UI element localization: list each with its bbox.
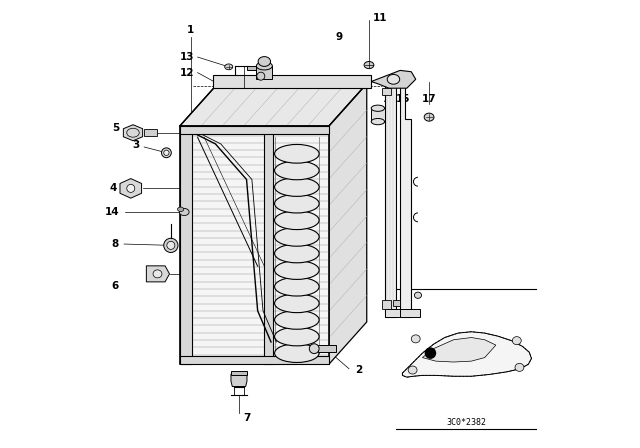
Polygon shape [371,70,416,88]
Ellipse shape [424,113,434,121]
Text: 9: 9 [335,32,342,42]
Polygon shape [264,126,273,364]
Polygon shape [120,179,141,198]
Ellipse shape [177,207,184,211]
Ellipse shape [275,161,319,180]
Ellipse shape [387,74,400,84]
Text: A: A [302,81,309,91]
Polygon shape [246,66,257,70]
Text: 6: 6 [111,281,119,291]
Ellipse shape [275,144,319,163]
Ellipse shape [371,118,385,125]
Polygon shape [371,108,385,121]
Ellipse shape [161,148,172,158]
Polygon shape [180,356,329,364]
Ellipse shape [127,185,135,192]
Ellipse shape [153,270,162,278]
Polygon shape [213,75,371,88]
Ellipse shape [257,72,265,80]
Text: 11: 11 [372,13,387,23]
Ellipse shape [515,363,524,371]
Polygon shape [385,309,404,318]
Ellipse shape [275,261,319,280]
Text: 12: 12 [180,68,195,78]
Ellipse shape [275,244,319,263]
Ellipse shape [275,277,319,296]
Polygon shape [180,126,329,134]
Polygon shape [318,345,337,352]
Ellipse shape [275,178,319,196]
Text: 3: 3 [132,140,140,150]
Circle shape [424,347,436,359]
Ellipse shape [408,366,417,374]
Ellipse shape [167,241,175,250]
Text: 17: 17 [422,95,436,104]
Polygon shape [400,309,420,318]
Polygon shape [382,88,391,95]
Ellipse shape [412,335,420,343]
Polygon shape [231,374,247,387]
Ellipse shape [414,292,422,298]
Ellipse shape [275,327,319,346]
Text: 10: 10 [377,112,392,122]
Polygon shape [382,300,391,309]
Ellipse shape [258,56,271,66]
Text: 3C0*2382: 3C0*2382 [446,418,486,426]
Polygon shape [403,332,531,377]
Ellipse shape [275,310,319,329]
Text: 1: 1 [188,26,195,35]
Ellipse shape [164,150,169,155]
Text: 15: 15 [396,95,411,104]
Polygon shape [394,300,400,306]
Ellipse shape [309,344,319,353]
Text: A: A [278,355,284,365]
Polygon shape [329,84,367,364]
Ellipse shape [513,336,521,345]
Polygon shape [180,84,367,126]
Text: 2: 2 [356,365,363,375]
Polygon shape [257,66,273,79]
Polygon shape [124,125,143,141]
Ellipse shape [225,64,233,70]
Ellipse shape [364,61,374,69]
Ellipse shape [275,211,319,229]
Text: 5: 5 [113,123,120,133]
Ellipse shape [179,208,189,215]
Text: 16: 16 [383,95,397,104]
Polygon shape [385,82,396,318]
Text: 8: 8 [111,239,119,249]
Ellipse shape [275,294,319,313]
Ellipse shape [275,344,319,362]
Ellipse shape [371,105,385,112]
Polygon shape [147,266,170,282]
Ellipse shape [257,62,273,70]
Text: 4: 4 [109,183,116,194]
Polygon shape [180,126,329,364]
Polygon shape [422,337,496,362]
Polygon shape [400,82,412,318]
Text: 7: 7 [243,413,251,422]
Polygon shape [180,126,192,364]
Text: 14: 14 [105,207,120,217]
Polygon shape [231,371,247,375]
Polygon shape [144,129,157,136]
Ellipse shape [164,238,178,253]
Ellipse shape [275,194,319,213]
Text: 13: 13 [180,52,195,62]
Ellipse shape [275,228,319,246]
